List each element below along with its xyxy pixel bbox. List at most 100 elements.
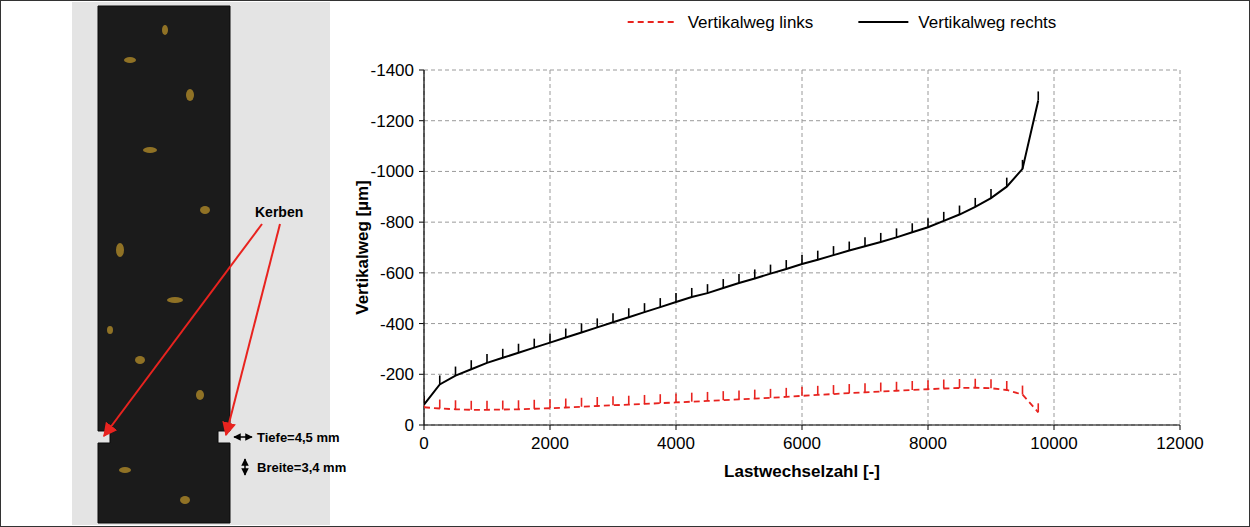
tick-label: -1400 — [371, 61, 414, 80]
data-marker — [455, 400, 457, 409]
specimen — [98, 6, 230, 523]
data-marker — [927, 380, 929, 389]
data-marker — [518, 344, 520, 353]
data-marker — [533, 400, 535, 409]
axis-title: Lastwechselzahl [-] — [724, 462, 880, 481]
data-marker — [612, 396, 614, 405]
annotation: Breite=3,4 mm — [257, 460, 346, 475]
data-marker — [549, 399, 551, 408]
data-marker — [817, 251, 819, 260]
data-marker — [1037, 403, 1039, 412]
aggregate-spot — [124, 57, 136, 63]
aggregate-spot — [186, 89, 194, 101]
data-marker — [817, 386, 819, 395]
figure: KerbenTiefe=4,5 mmBreite=3,4 mm0-200-400… — [0, 0, 1250, 527]
grid-line — [676, 70, 677, 425]
dimension-arrow — [244, 459, 246, 475]
tick-label: 0 — [419, 434, 428, 453]
annotation: Kerben — [255, 204, 303, 220]
data-marker — [738, 390, 740, 399]
data-marker — [959, 206, 961, 215]
plot-area — [424, 91, 1038, 412]
data-marker — [959, 379, 961, 388]
photo-background — [72, 2, 330, 525]
data-marker — [628, 396, 630, 405]
data-marker — [1006, 178, 1008, 187]
aggregate-spot — [143, 147, 157, 153]
data-marker — [770, 389, 772, 398]
grid-line — [424, 222, 1180, 223]
grid-line — [802, 70, 803, 425]
data-marker — [833, 246, 835, 255]
data-marker — [470, 401, 472, 410]
data-marker — [659, 394, 661, 403]
data-marker — [927, 218, 929, 227]
data-marker — [707, 392, 709, 401]
data-marker — [880, 383, 882, 392]
grid-line — [1180, 70, 1181, 425]
data-marker — [691, 393, 693, 402]
data-marker — [644, 303, 646, 312]
data-marker — [880, 233, 882, 242]
tick-label: -1200 — [371, 112, 414, 131]
data-marker — [581, 398, 583, 407]
tick-mark — [419, 323, 424, 324]
data-marker — [439, 400, 441, 409]
aggregate-spot — [162, 25, 168, 35]
tick-mark — [419, 70, 424, 71]
annotation-arrow — [104, 224, 262, 436]
data-marker — [1006, 381, 1008, 390]
data-marker — [565, 329, 567, 338]
legend-key — [628, 21, 678, 23]
grid-line — [550, 70, 551, 425]
data-marker — [628, 308, 630, 317]
data-marker — [486, 354, 488, 363]
data-marker — [612, 313, 614, 322]
data-marker — [518, 400, 520, 409]
aggregate-spot — [107, 326, 113, 334]
tick-mark — [550, 425, 551, 430]
data-marker — [675, 293, 677, 302]
figure-frame — [1, 1, 1250, 527]
tick-mark — [419, 171, 424, 172]
data-marker — [990, 379, 992, 388]
tick-label: 6000 — [783, 434, 821, 453]
tick-label: -200 — [380, 365, 414, 384]
tick-mark — [1054, 425, 1055, 430]
data-marker — [502, 349, 504, 358]
legend: Vertikalweg links Vertikalweg rechts — [628, 13, 1057, 32]
chart: 0-200-400-600-800-1000-1200-140002000400… — [353, 13, 1204, 481]
data-marker — [864, 383, 866, 392]
tick-mark — [1180, 425, 1181, 430]
tick-label: -1000 — [371, 162, 414, 181]
legend-item: Vertikalweg rechts — [858, 13, 1056, 32]
tick-mark — [419, 120, 424, 121]
aggregate-spot — [200, 206, 210, 214]
data-marker — [596, 318, 598, 327]
data-marker — [864, 237, 866, 246]
tick-mark — [419, 425, 424, 426]
annotation-arrow — [226, 224, 280, 435]
tick-mark — [419, 272, 424, 273]
data-marker — [801, 255, 803, 264]
data-marker — [565, 399, 567, 408]
data-marker — [644, 395, 646, 404]
data-marker — [911, 381, 913, 390]
data-marker — [691, 288, 693, 297]
tick-mark — [424, 425, 425, 430]
tick-label: 0 — [405, 416, 414, 435]
aggregate-spot — [135, 356, 145, 364]
data-marker — [502, 401, 504, 410]
data-marker — [455, 367, 457, 376]
legend-label: Vertikalweg links — [688, 13, 814, 32]
data-marker — [943, 212, 945, 221]
data-marker — [801, 387, 803, 396]
data-marker — [848, 384, 850, 393]
tick-mark — [419, 374, 424, 375]
data-marker — [770, 265, 772, 274]
photo: KerbenTiefe=4,5 mmBreite=3,4 mm — [72, 2, 346, 525]
series-line — [424, 388, 1038, 413]
tick-mark — [928, 425, 929, 430]
data-marker — [848, 242, 850, 251]
data-marker — [707, 284, 709, 293]
